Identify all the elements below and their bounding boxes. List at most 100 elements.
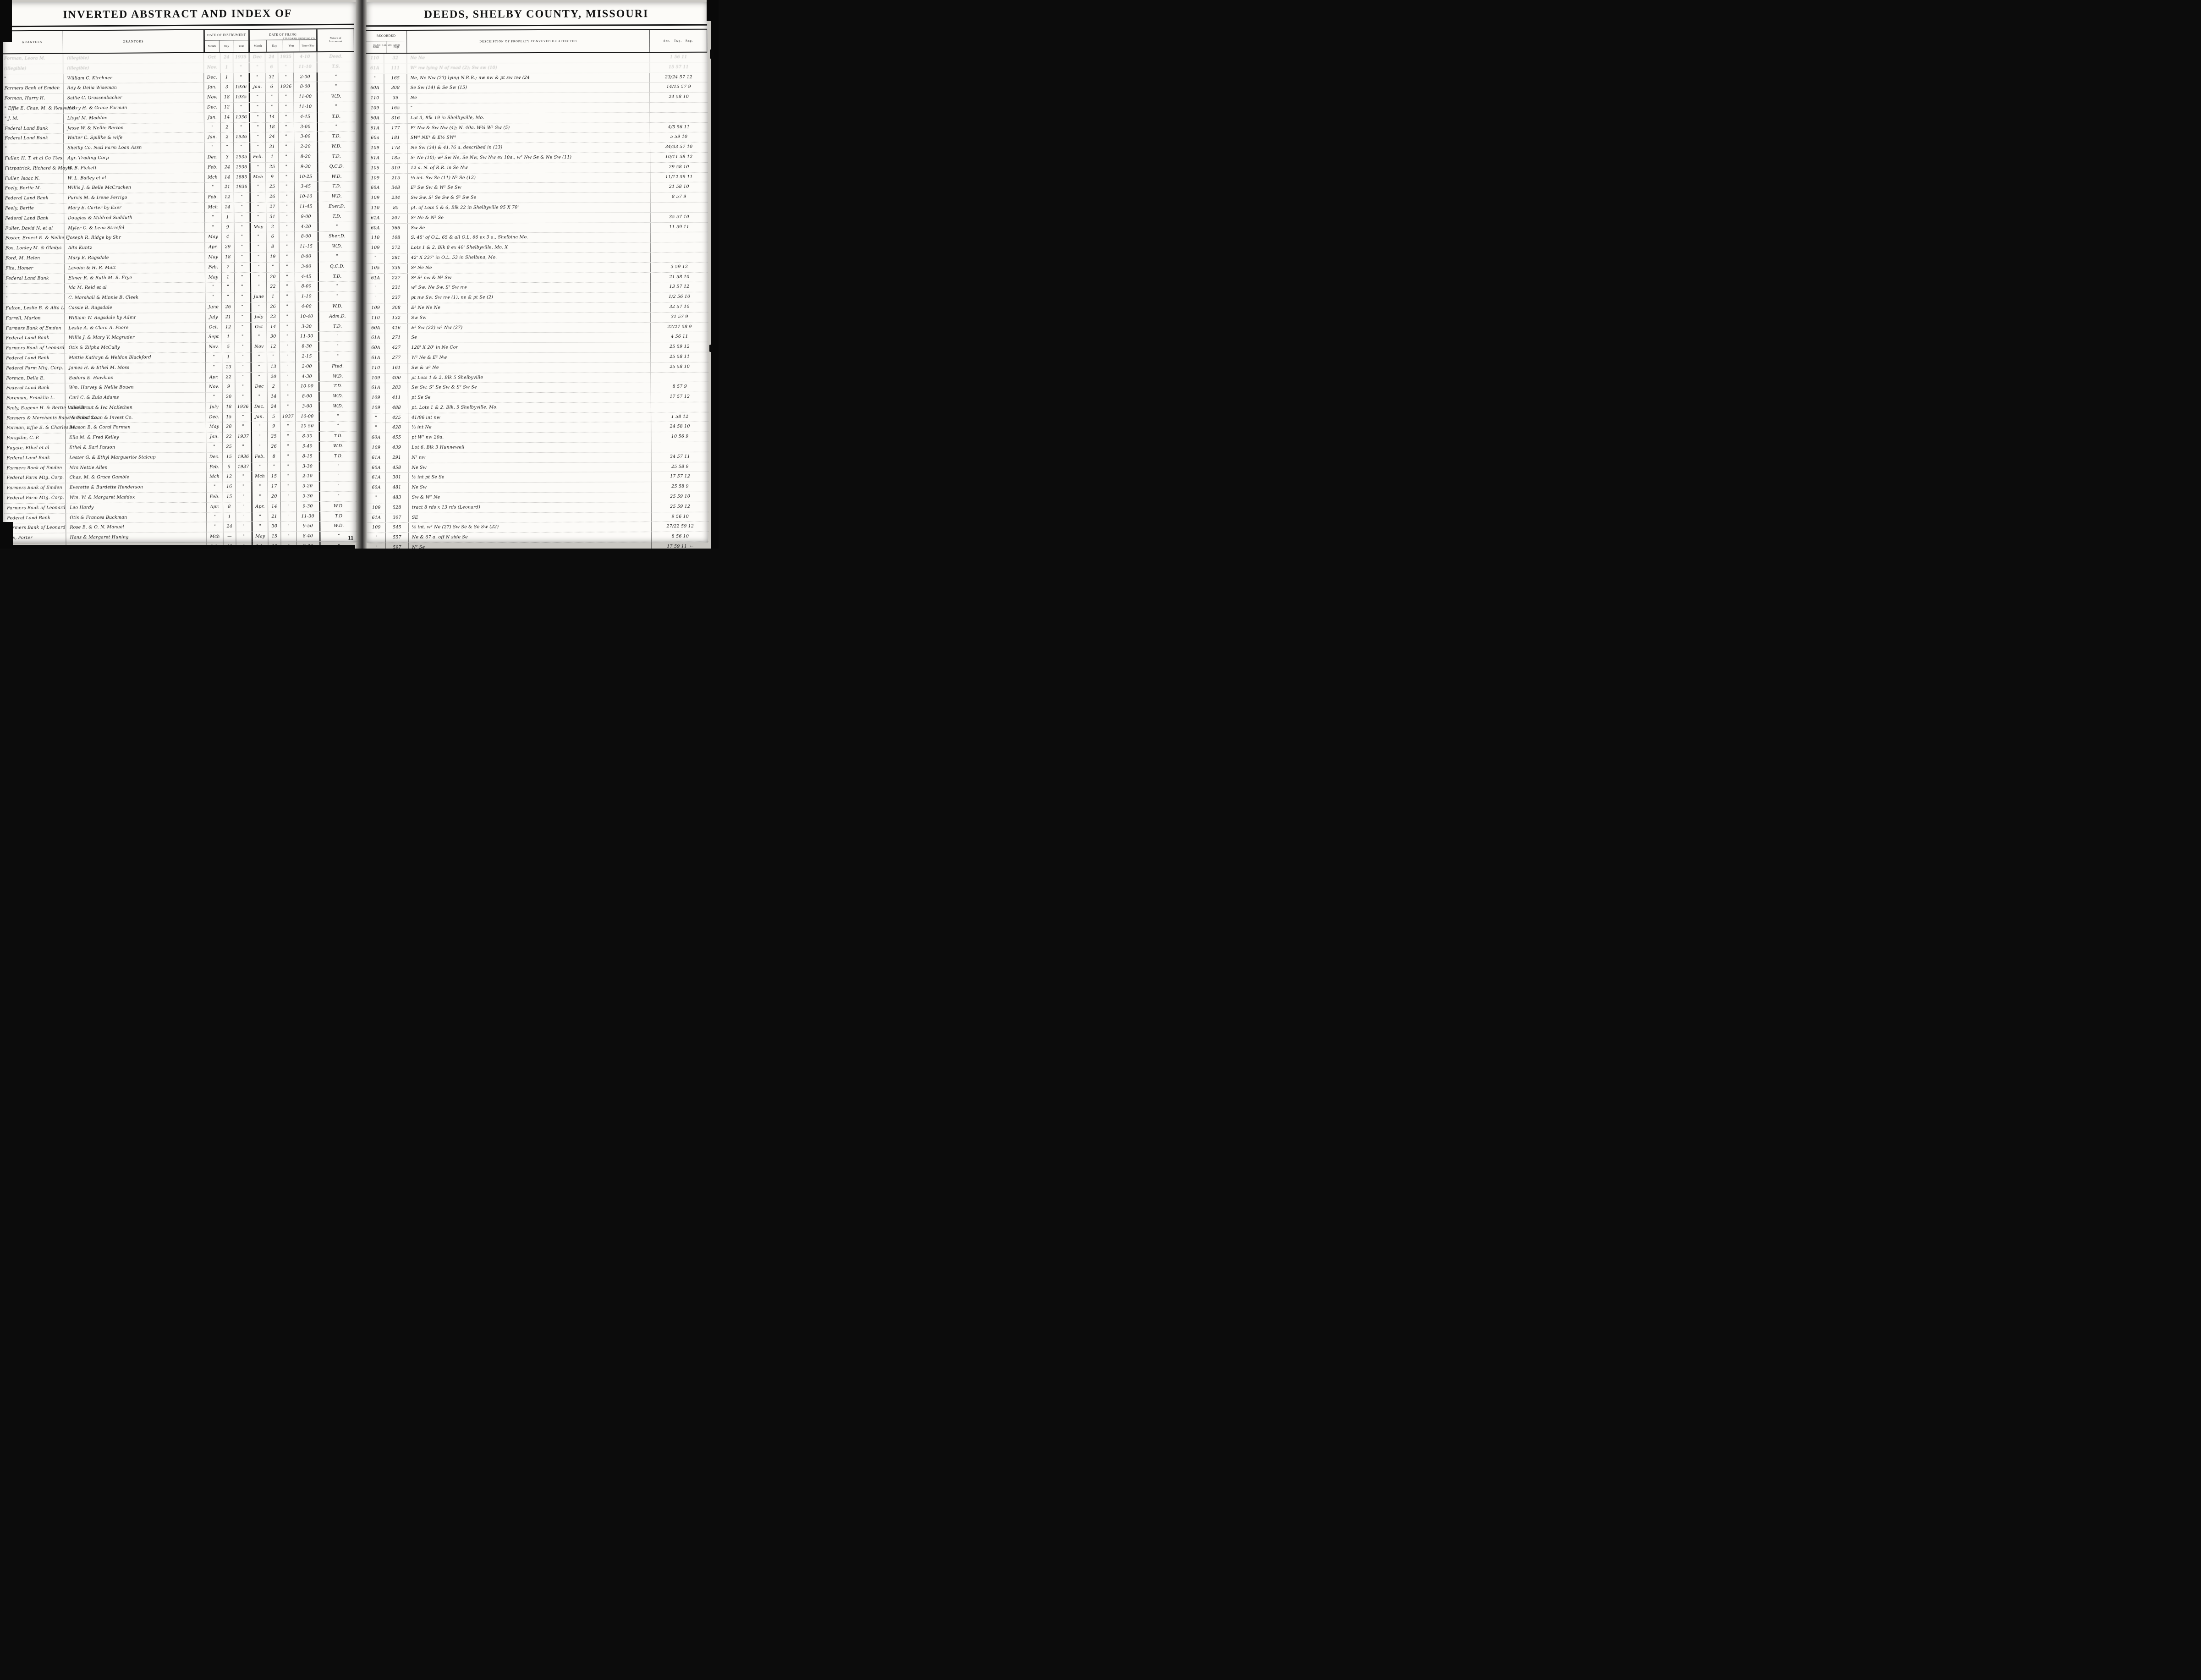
page-cell: 185: [384, 153, 408, 163]
nature-cell: ": [318, 281, 356, 292]
book-cell: ": [367, 533, 386, 543]
description-cell: pt nw Sw, Sw nw (1), ne & pt Se (2): [408, 292, 651, 303]
book-cell: 110: [366, 233, 385, 243]
right-table-body: 110 32 Ne Ne 1 56 11 61A 111 W² nw lying…: [366, 52, 709, 549]
sec-twp-rng-cell: 10/11 58 12: [665, 154, 693, 159]
time-of-day-cell: 4-15: [294, 112, 317, 122]
nature-cell: Deed.: [316, 52, 355, 62]
instrument-year-cell: 1937: [236, 432, 252, 442]
grantee-cell: Foreman, Franklin L.: [3, 393, 66, 404]
filing-year-cell: ": [279, 242, 295, 252]
time-of-day-cell: 3-30: [296, 461, 319, 472]
page-cell: 528: [385, 503, 409, 513]
filing-month-cell: Feb.: [251, 452, 268, 462]
instrument-month-cell: Jan.: [204, 132, 221, 143]
instrument-year-cell: 1936: [233, 82, 249, 93]
grantee-cell: ": [3, 293, 65, 304]
filing-month-cell: July: [250, 312, 267, 322]
page-cell: 308: [385, 303, 408, 313]
scan-edge-artifact: [0, 0, 3, 549]
book-cell: ": [367, 283, 385, 293]
book-cell: 109: [366, 104, 384, 114]
scan-edge-artifact: [0, 0, 12, 42]
filing-year-cell: ": [280, 372, 296, 382]
grantor-cell: Mary E. Ragsdale: [64, 253, 205, 264]
book-cell: 109: [367, 303, 385, 313]
filing-day-cell: 24: [265, 52, 279, 62]
book-cell: 61A: [367, 473, 386, 483]
book-cell: 60A: [367, 433, 386, 443]
grantee-cell: Federal Land Bank: [4, 513, 66, 523]
instrument-year-cell: ": [235, 342, 251, 352]
time-of-day-cell: 9-30: [296, 501, 320, 512]
left-page-title: INVERTED ABSTRACT AND INDEX OF: [63, 7, 292, 21]
filing-day-cell: 15: [268, 472, 281, 482]
table-row: 109 545 ⅛ int. w² Ne (27) Sw Se & Se Sw …: [367, 522, 709, 533]
nature-cell: W.D.: [318, 391, 357, 402]
time-of-day-cell: 4-10: [293, 52, 317, 62]
nature-cell: T.D.: [318, 322, 356, 332]
filing-year-cell: ": [279, 202, 295, 212]
grantor-cell: Leo Hardy: [66, 502, 207, 513]
filing-year-cell: 1935: [278, 52, 294, 62]
grantor-cell: Mary E. Carter by Exer: [64, 203, 205, 214]
book-cell: 61A: [367, 383, 385, 393]
table-row: 61A 307 SE 9 56 10: [367, 512, 709, 523]
grantee-cell: Federal Land Bank: [3, 333, 65, 344]
filing-day-cell: 6: [266, 232, 280, 242]
description-cell: Ne Sw (34) & 41.76 a. described in (33): [407, 143, 651, 153]
grantee-cell: Fugate, Ethel et al: [4, 443, 66, 454]
nature-cell: ": [317, 102, 355, 112]
description-cell: w² Sw; Ne Sw, S² Sw nw: [408, 282, 651, 293]
filing-day-cell: 21: [268, 512, 281, 522]
filing-day-cell: 12: [267, 342, 280, 352]
page-cell: 132: [385, 313, 408, 323]
grantor-cell: Ida M. Reid et al: [65, 282, 206, 293]
col-inst-month: Month: [204, 40, 220, 52]
page-number: 11: [348, 534, 354, 541]
grantor-cell: C. Marshall & Minnie B. Cleek: [65, 292, 206, 303]
staple-mark: [709, 345, 713, 352]
time-of-day-cell: 4-00: [295, 302, 318, 312]
instrument-year-cell: ": [233, 122, 250, 132]
instrument-year-cell: ": [234, 222, 250, 232]
description-cell: Ne Sw: [408, 482, 652, 493]
filing-year-cell: ": [280, 482, 296, 492]
page-cell: 207: [384, 213, 408, 223]
grantee-cell: Ford, M. Helen: [2, 253, 65, 264]
table-row: 61A 177 E² Nw & Sw Nw (4); N. 40a. W¾ W²…: [366, 122, 708, 134]
filing-day-cell: 30: [268, 522, 281, 532]
description-cell: E² Sw (22) w² Nw (27): [408, 322, 651, 333]
table-row: 60A 458 Ne Sw 25 58 9: [367, 462, 709, 473]
filing-year-cell: ": [279, 192, 295, 202]
page-cell: 85: [384, 203, 408, 213]
book-cell: 60A: [366, 113, 384, 123]
grantor-cell: Elmer R. & Ruth M. B. Frye: [64, 273, 206, 283]
instrument-month-cell: ": [204, 143, 221, 153]
sec-twp-rng-cell: 35 57 10: [669, 214, 690, 220]
page-cell: 411: [385, 393, 408, 403]
nature-cell: ": [318, 222, 356, 232]
instrument-year-cell: 1935: [233, 93, 249, 103]
time-of-day-cell: 8-20: [294, 152, 318, 162]
nature-cell: W.D.: [319, 441, 357, 452]
instrument-day-cell: 1: [222, 352, 236, 362]
book-cell: 60A: [366, 183, 385, 193]
description-cell: pt Se Se: [408, 392, 651, 403]
instrument-year-cell: 1936: [233, 112, 249, 122]
nature-cell: ": [318, 252, 356, 262]
sec-twp-rng-cell: 17 57 12: [670, 394, 690, 400]
sec-twp-rng-cell: 25 59 12: [670, 504, 691, 509]
instrument-month-cell: Oct.: [205, 322, 222, 332]
page-cell: 458: [385, 463, 409, 473]
scan-edge-artifact: [0, 522, 13, 549]
page-cell: 597: [386, 543, 409, 549]
grantor-cell: Mrs Nettie Allen: [66, 462, 207, 473]
nature-cell: Q.C.D.: [317, 162, 355, 172]
table-row: 109 234 Sw Sw, S² Se Sw & S² Sw Se 8 57 …: [366, 192, 708, 204]
sec-twp-rng-cell: 1 56 11: [670, 54, 687, 60]
filing-month-cell: ": [251, 462, 268, 472]
filing-year-cell: ": [280, 362, 296, 372]
instrument-month-cell: Mch: [206, 472, 223, 482]
filing-day-cell: 5: [267, 412, 280, 422]
